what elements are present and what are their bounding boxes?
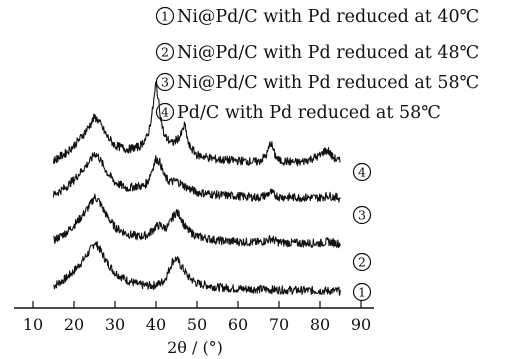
x-tick-label-20: 20 [64, 315, 84, 334]
legend-label: Ni@Pd/C with Pd reduced at 48℃ [177, 43, 479, 63]
trace-marker-3: 3 [352, 205, 372, 225]
x-tick-label-60: 60 [228, 315, 248, 334]
x-tick-label-10: 10 [23, 315, 43, 334]
legend-entry-4: 4 Pd/C with Pd reduced at 58℃ [155, 102, 441, 123]
series-line-3 [52, 151, 341, 203]
legend-marker-circle [155, 6, 175, 26]
trace-marker-2: 2 [352, 252, 372, 272]
trace-marker-circle [352, 205, 372, 225]
legend: 1 Ni@Pd/C with Pd reduced at 40℃ 2 Ni@Pd… [155, 6, 479, 123]
legend-marker-circle [155, 102, 175, 122]
x-tick-label-30: 30 [105, 315, 125, 334]
trace-markers: 4 3 2 1 [352, 162, 372, 302]
legend-marker-number: 2 [161, 45, 169, 60]
x-tick-label-50: 50 [187, 315, 207, 334]
x-tick-labels: 10 20 30 40 50 60 70 80 90 [23, 315, 371, 334]
x-tick-label-40: 40 [146, 315, 166, 334]
trace-marker-4: 4 [352, 162, 372, 182]
trace-marker-number: 1 [358, 285, 366, 300]
x-tick-label-70: 70 [269, 315, 289, 334]
legend-marker-circle [155, 72, 175, 92]
x-ticks [32, 301, 362, 308]
x-tick-label-80: 80 [310, 315, 330, 334]
x-axis: 10 20 30 40 50 60 70 80 90 2θ / (°) [14, 301, 374, 357]
legend-entry-1: 1 Ni@Pd/C with Pd reduced at 40℃ [155, 6, 479, 27]
trace-marker-number: 3 [358, 208, 366, 223]
legend-marker-number: 1 [161, 9, 169, 24]
legend-entry-3: 3 Ni@Pd/C with Pd reduced at 58℃ [155, 72, 479, 93]
trace-marker-number: 2 [358, 255, 366, 270]
spectra-traces [52, 81, 341, 296]
legend-marker-number: 4 [161, 105, 169, 120]
legend-entry-2: 2 Ni@Pd/C with Pd reduced at 48℃ [155, 42, 479, 63]
trace-marker-number: 4 [358, 165, 366, 180]
trace-marker-circle [352, 282, 372, 302]
series-line-1 [53, 241, 341, 296]
legend-marker-circle [155, 42, 175, 62]
series-line-4 [52, 81, 341, 167]
trace-marker-circle [352, 252, 372, 272]
x-tick-label-90: 90 [351, 315, 371, 334]
legend-label: Pd/C with Pd reduced at 58℃ [177, 103, 441, 123]
legend-label: Ni@Pd/C with Pd reduced at 40℃ [177, 7, 479, 27]
x-axis-title: 2θ / (°) [167, 338, 223, 357]
series-line-2 [53, 193, 341, 249]
trace-marker-circle [352, 162, 372, 182]
legend-label: Ni@Pd/C with Pd reduced at 58℃ [177, 73, 479, 93]
legend-marker-number: 3 [161, 75, 169, 90]
trace-marker-1: 1 [352, 282, 372, 302]
